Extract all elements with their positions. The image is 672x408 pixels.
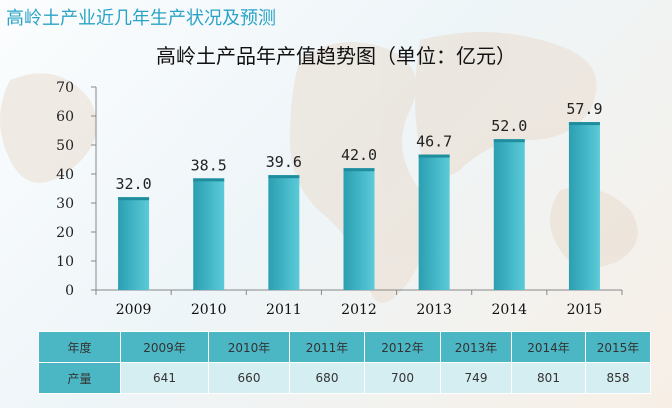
- year-cell: 2014年: [511, 331, 586, 363]
- year-cell: 2009年: [120, 331, 209, 363]
- data-label: 46.7: [416, 133, 452, 151]
- table-row-year: 年度 2009年 2010年 2011年 2012年 2013年 2014年 2…: [38, 331, 651, 363]
- bar-top: [568, 122, 600, 126]
- output-cell: 660: [208, 362, 290, 394]
- y-tick-label: 20: [56, 225, 74, 241]
- x-tick-label: 2014: [491, 302, 527, 318]
- x-tick-label: 2012: [341, 302, 377, 318]
- bar-chart: 0 10 20 30 40 50 60 70 32.0 2009 38.5 2010 39.6 2011…: [56, 80, 623, 318]
- output-cell: 801: [511, 362, 586, 394]
- production-table: 年度 2009年 2010年 2011年 2012年 2013年 2014年 2…: [38, 331, 651, 394]
- x-tick-label: 2009: [116, 302, 152, 318]
- year-cell: 2010年: [208, 331, 290, 363]
- x-tick-label: 2013: [416, 302, 452, 318]
- bar-top: [493, 139, 525, 143]
- data-label: 57.9: [566, 100, 602, 118]
- output-cell: 641: [120, 362, 209, 394]
- bar: [568, 122, 600, 290]
- data-label: 38.5: [191, 156, 227, 174]
- y-tick-label: 40: [56, 167, 74, 183]
- page-header: 高岭土产业近几年生产状况及预测: [6, 8, 276, 29]
- bar: [343, 168, 375, 290]
- x-tick-label: 2010: [191, 302, 227, 318]
- row-label-output: 产量: [38, 362, 121, 394]
- output-cell: 749: [440, 362, 512, 394]
- bar: [418, 154, 450, 290]
- x-tick-label: 2011: [266, 302, 302, 318]
- row-label-year: 年度: [38, 331, 121, 363]
- year-cell: 2012年: [364, 331, 441, 363]
- y-tick-label: 60: [56, 109, 74, 125]
- data-label: 52.0: [491, 117, 527, 135]
- year-cell: 2015年: [585, 331, 651, 363]
- bar: [268, 175, 300, 290]
- y-tick-label: 0: [65, 283, 74, 299]
- y-tick-label: 10: [56, 254, 74, 270]
- data-label: 32.0: [116, 175, 152, 193]
- data-label: 39.6: [266, 153, 302, 171]
- year-cell: 2011年: [289, 331, 365, 363]
- y-tick-label: 70: [56, 80, 74, 96]
- y-tick-label: 50: [56, 138, 74, 154]
- bar-top: [418, 154, 450, 158]
- output-cell: 680: [289, 362, 365, 394]
- bar-top: [193, 178, 225, 182]
- bar: [493, 139, 525, 290]
- table-row-output: 产量 641 660 680 700 749 801 858: [38, 362, 651, 394]
- bar: [118, 197, 150, 290]
- bar: [193, 178, 225, 290]
- year-cell: 2013年: [440, 331, 512, 363]
- data-label: 42.0: [341, 146, 377, 164]
- bar-top: [343, 168, 375, 172]
- x-tick-label: 2015: [567, 302, 603, 318]
- bar-top: [268, 175, 300, 179]
- chart-title: 高岭土产品年产值趋势图（单位：亿元）: [156, 44, 516, 68]
- output-cell: 858: [585, 362, 651, 394]
- output-cell: 700: [364, 362, 441, 394]
- bar-top: [118, 197, 150, 201]
- y-tick-label: 30: [56, 196, 74, 212]
